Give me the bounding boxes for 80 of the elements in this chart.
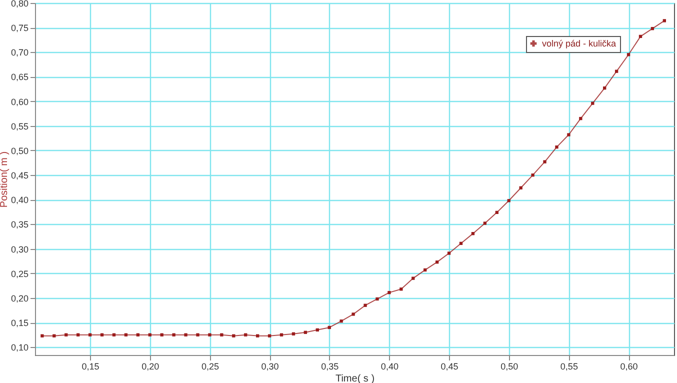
point bbox=[184, 333, 188, 336]
point bbox=[280, 333, 284, 336]
point bbox=[328, 326, 331, 330]
point bbox=[400, 288, 403, 291]
point bbox=[232, 334, 236, 338]
point bbox=[256, 334, 260, 338]
y-tick-label: 0,60 bbox=[10, 96, 28, 107]
point bbox=[196, 333, 200, 336]
point bbox=[220, 333, 224, 336]
point bbox=[376, 297, 379, 301]
y-axis-title: Position( m ) bbox=[0, 151, 10, 208]
point bbox=[519, 186, 522, 190]
point bbox=[88, 333, 92, 336]
point bbox=[424, 268, 427, 272]
y-tick-label: 0,25 bbox=[10, 268, 28, 279]
x-tick-label: 0,50 bbox=[500, 362, 518, 372]
point bbox=[543, 160, 546, 164]
point bbox=[160, 333, 164, 336]
y-tick-label: 0,40 bbox=[10, 195, 28, 206]
x-tick-label: 0,60 bbox=[620, 362, 638, 372]
point bbox=[579, 116, 582, 120]
point bbox=[603, 86, 606, 90]
point bbox=[268, 334, 272, 338]
x-tick-label: 0,35 bbox=[321, 362, 339, 372]
point bbox=[507, 199, 510, 202]
point bbox=[483, 222, 487, 225]
x-tick-label: 0,45 bbox=[440, 362, 458, 372]
point bbox=[650, 26, 654, 30]
point bbox=[471, 232, 475, 236]
point bbox=[638, 34, 642, 38]
point bbox=[112, 333, 116, 336]
point bbox=[555, 145, 558, 149]
point bbox=[626, 53, 630, 56]
x-tick-label: 0,40 bbox=[380, 362, 398, 372]
y-tick-label: 0,55 bbox=[10, 121, 28, 132]
point bbox=[447, 252, 451, 255]
point bbox=[136, 333, 140, 336]
point bbox=[292, 332, 296, 336]
point bbox=[531, 173, 534, 177]
x-tick-label: 0,30 bbox=[261, 362, 279, 372]
point bbox=[459, 242, 463, 245]
point bbox=[614, 70, 618, 73]
point bbox=[412, 276, 415, 280]
y-tick-label: 0,20 bbox=[10, 293, 28, 304]
x-tick-label: 0,25 bbox=[201, 362, 219, 372]
x-tick-label: 0,55 bbox=[560, 362, 578, 372]
point bbox=[52, 334, 56, 338]
point bbox=[244, 333, 248, 336]
y-tick-label: 0,75 bbox=[10, 23, 28, 34]
y-tick-label: 0,15 bbox=[10, 318, 28, 328]
point bbox=[340, 319, 343, 323]
point bbox=[124, 333, 128, 336]
point bbox=[148, 333, 152, 336]
point bbox=[40, 334, 44, 338]
point bbox=[662, 19, 666, 22]
point bbox=[495, 210, 498, 214]
point bbox=[172, 333, 176, 336]
point bbox=[304, 330, 308, 334]
x-tick-label: 0,20 bbox=[142, 362, 160, 372]
point bbox=[567, 133, 570, 136]
point bbox=[352, 312, 355, 316]
point bbox=[316, 328, 319, 332]
point bbox=[364, 304, 367, 307]
point bbox=[76, 333, 80, 336]
y-tick-label: 0,30 bbox=[10, 244, 28, 254]
point bbox=[435, 260, 439, 264]
y-tick-label: 0,65 bbox=[10, 72, 28, 82]
y-tick-label: 0,80 bbox=[10, 0, 28, 8]
y-tick-label: 0,70 bbox=[10, 48, 28, 58]
point bbox=[100, 333, 104, 336]
y-tick-label: 0,50 bbox=[10, 146, 28, 156]
y-tick-label: 0,45 bbox=[10, 170, 28, 181]
point bbox=[388, 290, 391, 294]
legend-label: volný pád - kulička bbox=[542, 38, 616, 48]
point bbox=[64, 333, 68, 336]
y-tick-label: 0,35 bbox=[10, 220, 28, 230]
x-tick-label: 0,15 bbox=[82, 362, 100, 372]
y-tick-label: 0,10 bbox=[10, 342, 28, 353]
point bbox=[208, 333, 212, 336]
point bbox=[591, 102, 594, 105]
